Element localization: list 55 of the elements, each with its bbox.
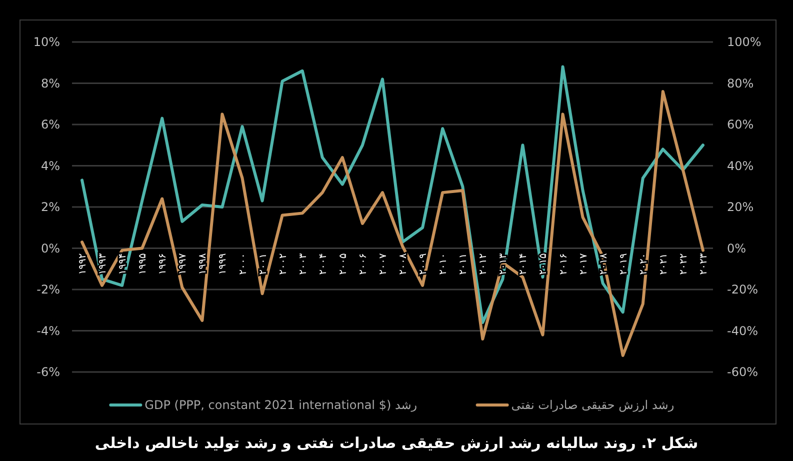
x-tick-label: ۲۰۲۲ [678, 253, 690, 275]
x-tick-label: ۲۰۱۱ [458, 253, 470, 275]
y2-tick-label: -60% [727, 365, 758, 379]
y2-tick-label: 80% [727, 76, 754, 90]
x-tick-label: ۲۰۰۳ [298, 252, 309, 275]
x-tick-label: ۲۰۲۳ [698, 252, 710, 275]
y2-tick-label: 20% [727, 200, 754, 214]
text: شکل ۲. روند سالیانه رشد ارزش حقیقی صادرات نفتی و رشد تولید ناخالص داخلی [94, 434, 698, 452]
y2-tick-label: -20% [727, 282, 758, 296]
y-tick-label: -4% [36, 324, 60, 338]
y-tick-label: 0% [40, 241, 60, 256]
x-tick-label: ۲۰۰۸ [398, 252, 410, 275]
y2-tick-label: 40% [727, 158, 754, 173]
x-tick-label: ۲۰۰۱ [258, 253, 269, 275]
x-tick-label: ۲۰۱۹ [618, 253, 630, 275]
x-tick-label: ۲۰۰۲ [278, 253, 289, 275]
x-tick-label: ۱۹۹۲ [78, 253, 89, 275]
y-tick-label: 6% [40, 118, 60, 132]
y2-tick-label: -40% [727, 324, 758, 338]
line-series [80, 65, 704, 324]
x-tick-label: ۲۰۰۵ [338, 253, 349, 275]
x-tick-label: ۱۹۹۳ [98, 252, 109, 275]
x-tick-label: ۱۹۹۸ [198, 252, 209, 275]
x-tick-label: ۲۰۲۱ [658, 253, 670, 275]
x-tick-label: ۲۰۱۲ [478, 253, 490, 275]
x-tick-label: ۱۹۹۶ [158, 253, 169, 275]
x-tick-label: ۱۹۹۵ [138, 253, 149, 275]
x-tick-label: ۲۰۲۰ [638, 253, 650, 275]
legend-label: رشد ارزش حقیقی صادرات نفتی [511, 398, 674, 412]
y-tick-label: -2% [36, 282, 60, 296]
y-tick-label: 4% [40, 158, 60, 173]
x-tick-label: ۲۰۰۷ [378, 252, 389, 275]
x-tick-label: ۱۹۹۹ [218, 253, 229, 275]
x-tick-label: ۲۰۱۵ [538, 253, 550, 275]
y-tick-label: -6% [36, 365, 60, 379]
x-tick-label: ۲۰۱۰ [438, 253, 450, 275]
y2-tick-label: 60% [727, 118, 754, 132]
x-tick-label: ۲۰۱۴ [518, 253, 530, 275]
y2-tick-label: 100% [727, 35, 762, 49]
x-tick-label: ۲۰۱۶ [558, 253, 570, 275]
x-tick-label: ۲۰۰۴ [318, 253, 329, 275]
y-tick-label: 10% [33, 35, 60, 49]
x-tick-label: ۲۰۱۳ [498, 252, 510, 275]
x-tick-label: ۲۰۱۸ [598, 252, 610, 275]
y-tick-label: 8% [40, 76, 60, 90]
line-series [80, 90, 704, 357]
x-tick-label: ۲۰۰۰ [238, 253, 249, 275]
x-tick-label: ۲۰۰۹ [418, 253, 430, 275]
x-tick-label: ۱۹۹۷ [178, 252, 189, 275]
y2-tick-label: 0% [727, 241, 746, 256]
legend-label: رشد GDP (PPP, constant 2021 international $) [144, 398, 418, 412]
x-tick-label: ۲۰۱۷ [578, 252, 590, 275]
x-tick-label: ۱۹۹۴ [118, 253, 129, 275]
x-tick-label: ۲۰۰۶ [358, 253, 369, 275]
y-tick-label: 2% [40, 200, 60, 214]
